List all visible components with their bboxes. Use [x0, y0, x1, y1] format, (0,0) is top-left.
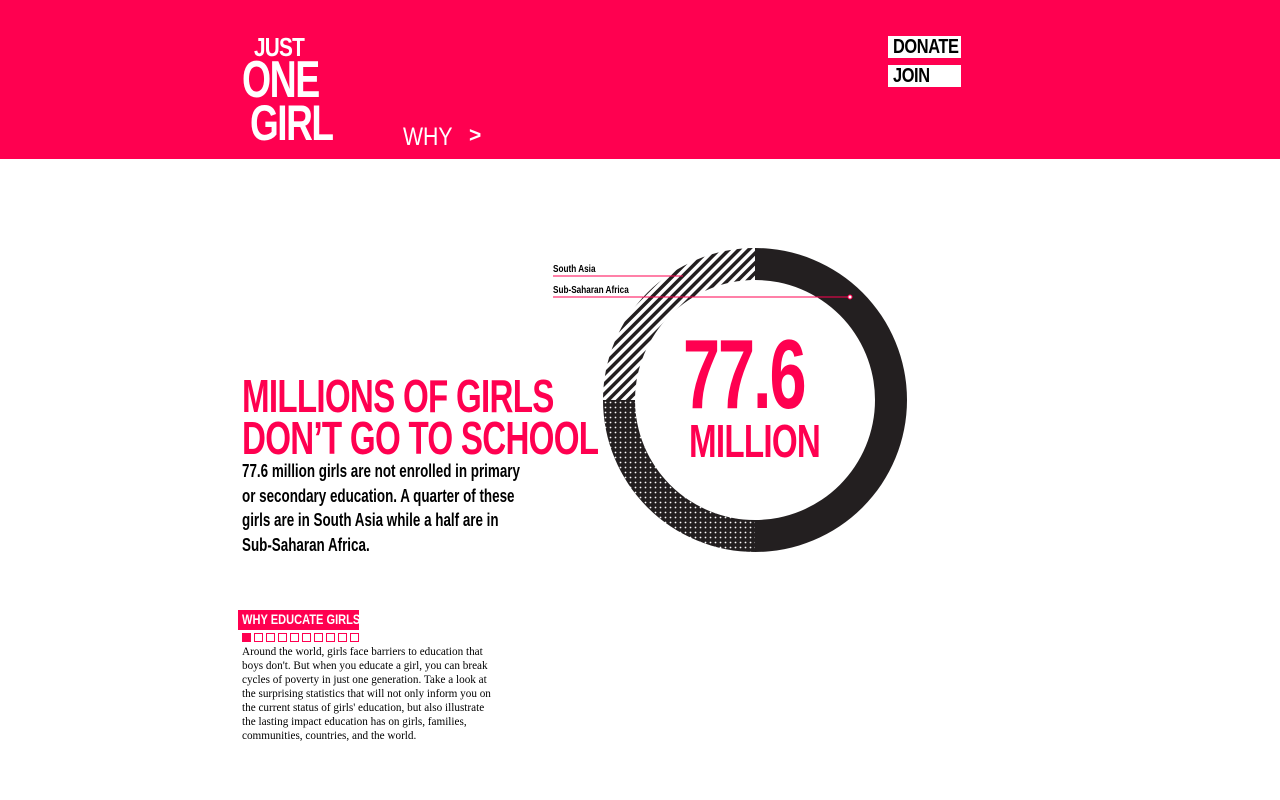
nav-next-arrow-icon[interactable]: >	[469, 124, 482, 147]
body-line: the surprising statistics that will not …	[242, 688, 491, 700]
site-header: JUST ONE GIRL WHY > DONATE JOIN	[0, 0, 1280, 159]
pager-square[interactable]	[266, 633, 275, 642]
logo-line-just: JUST	[254, 32, 305, 62]
logo-line-one: ONE	[242, 51, 320, 109]
leader-dot	[847, 294, 853, 300]
donut-chart-svg	[553, 248, 907, 552]
subtext-line: or secondary education. A quarter of the…	[242, 485, 515, 506]
nav-why-link[interactable]: WHY	[403, 123, 453, 151]
stat-headline: MILLIONS OF GIRLS DON’T GO TO SCHOOL	[242, 370, 599, 464]
headline-line-1: MILLIONS OF GIRLS	[242, 370, 554, 422]
stat-subtext: 77.6 million girls are not enrolled in p…	[242, 459, 556, 557]
subtext-line: 77.6 million girls are not enrolled in p…	[242, 461, 520, 481]
join-button-label: JOIN	[893, 65, 930, 87]
just-one-girl-logo[interactable]: JUST ONE GIRL	[242, 34, 342, 150]
body-line: communities, countries, and the world.	[242, 730, 417, 742]
why-educate-girls-badge: WHY EDUCATE GIRLS?	[238, 610, 359, 630]
subtext-line: girls are in South Asia while a half are…	[242, 510, 499, 530]
south-asia-label: South Asia	[553, 264, 596, 275]
pager-square[interactable]	[326, 633, 335, 642]
body-line: the lasting impact education has on girl…	[242, 716, 467, 728]
donate-button-label: DONATE	[893, 36, 959, 58]
donut-chart	[548, 240, 918, 560]
logo-line-girl: GIRL	[250, 95, 334, 151]
subtext-line: Sub-Saharan Africa.	[242, 534, 370, 555]
stat-pager	[242, 633, 359, 642]
donut-center-unit: MILLION	[689, 415, 821, 467]
join-button[interactable]: JOIN	[888, 65, 961, 87]
donut-segment-solid	[755, 248, 907, 552]
why-body-text: Around the world, girls face barriers to…	[242, 645, 492, 743]
body-line: Around the world, girls face barriers to…	[242, 646, 483, 658]
donut-center-value: 77.6	[683, 319, 807, 429]
pager-square[interactable]	[254, 633, 263, 642]
body-line: boys don't. But when you educate a girl,…	[242, 660, 488, 672]
pager-square[interactable]	[314, 633, 323, 642]
body-line: the current status of girls' education, …	[242, 702, 485, 714]
body-line: cycles of poverty in just one generation…	[242, 674, 487, 686]
pager-square[interactable]	[242, 633, 251, 642]
pager-square[interactable]	[302, 633, 311, 642]
pager-square[interactable]	[278, 633, 287, 642]
why-educate-girls-label: WHY EDUCATE GIRLS?	[242, 612, 359, 627]
donut-segment-dots	[603, 400, 755, 552]
sub-saharan-africa-label: Sub-Saharan Africa	[553, 285, 629, 296]
pager-square[interactable]	[338, 633, 347, 642]
headline-line-2: DON’T GO TO SCHOOL	[242, 412, 599, 464]
pager-square[interactable]	[290, 633, 299, 642]
donut-segment-diagonal-stripes	[603, 248, 755, 400]
pager-square[interactable]	[350, 633, 359, 642]
donate-button[interactable]: DONATE	[888, 36, 961, 58]
